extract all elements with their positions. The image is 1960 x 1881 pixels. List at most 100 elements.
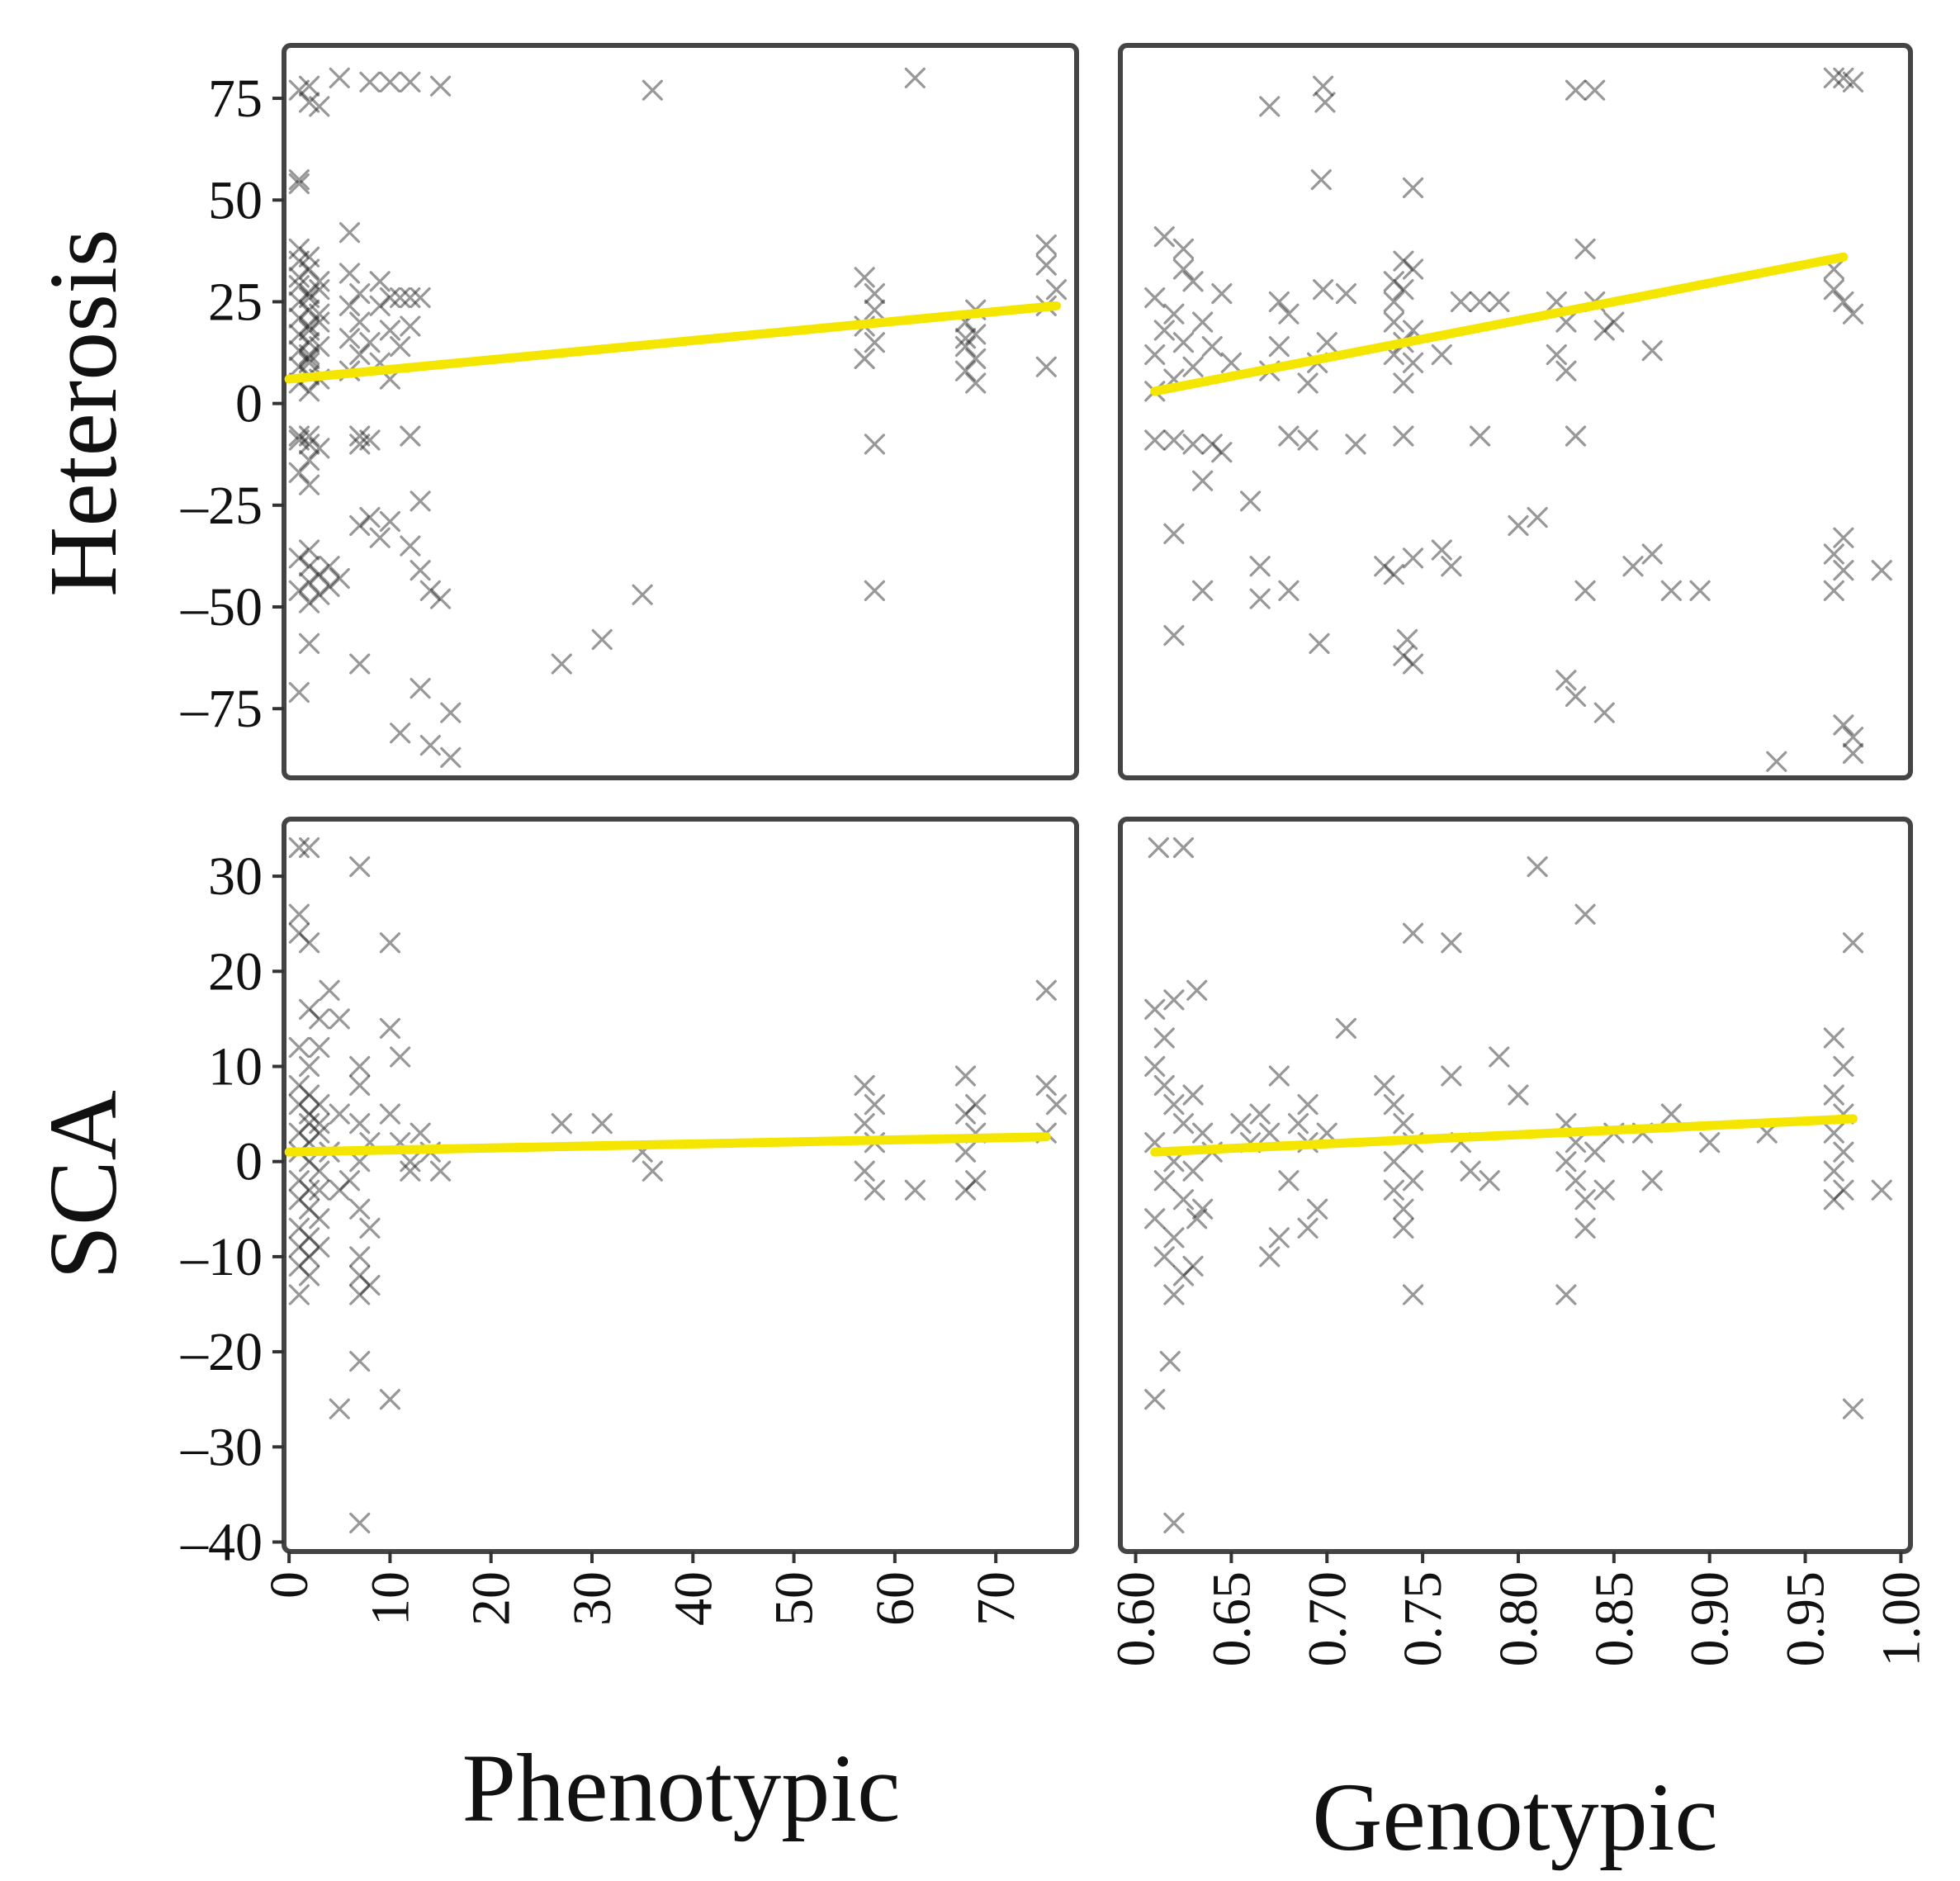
data-point	[1689, 580, 1711, 601]
data-point	[1045, 279, 1068, 301]
data-point	[349, 344, 371, 366]
data-point	[1259, 1246, 1281, 1267]
data-point	[298, 299, 320, 320]
data-point	[309, 1160, 330, 1182]
data-point	[400, 1160, 421, 1182]
data-point	[1823, 1189, 1844, 1211]
data-point	[1402, 258, 1424, 280]
data-point	[410, 490, 431, 512]
data-point	[1441, 932, 1462, 954]
data-point	[1479, 1170, 1500, 1192]
data-point	[1278, 425, 1300, 447]
data-point	[309, 1093, 330, 1116]
data-point	[1660, 580, 1682, 601]
data-point	[329, 567, 350, 590]
data-point	[309, 336, 330, 358]
data-point	[864, 1093, 886, 1116]
data-point	[329, 1398, 350, 1419]
data-point	[1441, 556, 1462, 577]
data-point	[379, 287, 401, 309]
data-point	[1823, 1122, 1844, 1144]
data-point	[339, 328, 361, 349]
data-point	[1431, 344, 1452, 366]
data-point	[349, 856, 371, 878]
data-point	[1823, 279, 1844, 301]
data-point	[329, 1008, 350, 1030]
data-point	[1383, 564, 1404, 585]
data-point	[298, 320, 320, 341]
data-point	[1383, 1151, 1404, 1173]
data-point	[1565, 425, 1587, 447]
data-point	[379, 1017, 401, 1040]
data-point	[854, 348, 875, 370]
data-point	[1163, 303, 1185, 325]
data-point	[1035, 979, 1057, 1001]
data-point	[298, 1055, 320, 1078]
data-point	[1603, 311, 1625, 333]
data-point	[1201, 434, 1223, 455]
data-point	[1823, 1084, 1844, 1106]
data-point	[1842, 1398, 1864, 1419]
data-point	[349, 1055, 371, 1078]
data-point	[1153, 1246, 1175, 1267]
data-point	[1268, 1065, 1290, 1087]
x-tick-label: 30	[562, 1571, 623, 1626]
data-point	[1335, 1017, 1357, 1040]
data-point	[1153, 1170, 1175, 1192]
data-point	[298, 344, 320, 366]
panel-frame	[282, 817, 1079, 1554]
data-point	[288, 1170, 310, 1192]
data-point	[298, 1084, 320, 1106]
data-point	[1833, 714, 1854, 736]
data-point	[288, 903, 310, 925]
data-point	[1163, 624, 1185, 647]
y-tick-label: 25	[208, 272, 263, 332]
data-point	[288, 1217, 310, 1239]
data-point	[288, 429, 310, 451]
data-point	[349, 434, 371, 455]
data-point	[309, 1113, 330, 1135]
data-point	[1622, 556, 1644, 577]
data-point	[1402, 352, 1424, 373]
data-point	[298, 425, 320, 447]
data-point	[288, 1236, 310, 1258]
x-axis-label-genotypic: Genotypic	[1312, 1763, 1718, 1871]
data-point	[309, 311, 330, 333]
data-point	[1383, 291, 1404, 313]
data-point	[1192, 1198, 1214, 1220]
x-tick-label: 60	[865, 1571, 926, 1626]
data-point	[309, 271, 330, 292]
y-tick-label: –25	[180, 476, 263, 536]
data-point	[298, 282, 320, 305]
data-point	[288, 681, 310, 704]
data-point	[1565, 685, 1587, 708]
data-point	[298, 332, 320, 353]
data-point	[965, 348, 987, 370]
data-point	[379, 71, 401, 92]
data-point	[1593, 1179, 1615, 1201]
data-point	[1383, 271, 1404, 292]
data-point	[1833, 1055, 1854, 1078]
data-point	[1278, 1170, 1300, 1192]
x-tick-label: 0.60	[1106, 1571, 1167, 1667]
data-point	[1393, 1217, 1414, 1239]
data-point	[1172, 238, 1195, 259]
data-point	[1593, 320, 1615, 341]
data-point	[1393, 372, 1414, 394]
panel-heterosis-phenotypic	[282, 43, 1079, 780]
data-point	[309, 438, 330, 459]
data-point	[1310, 169, 1332, 191]
data-point	[1842, 932, 1864, 954]
data-point	[1144, 998, 1166, 1020]
x-tick-label: 1.00	[1871, 1571, 1931, 1667]
x-axis-label-phenotypic: Phenotypic	[462, 1734, 901, 1842]
data-point	[1182, 271, 1204, 292]
data-point	[904, 67, 926, 89]
x-tick-label: 0	[259, 1571, 320, 1599]
x-tick-label: 50	[765, 1571, 825, 1626]
data-point	[400, 287, 421, 309]
data-point	[288, 250, 310, 272]
data-point	[298, 836, 320, 859]
data-point	[359, 1217, 381, 1239]
data-point	[1489, 1046, 1510, 1068]
